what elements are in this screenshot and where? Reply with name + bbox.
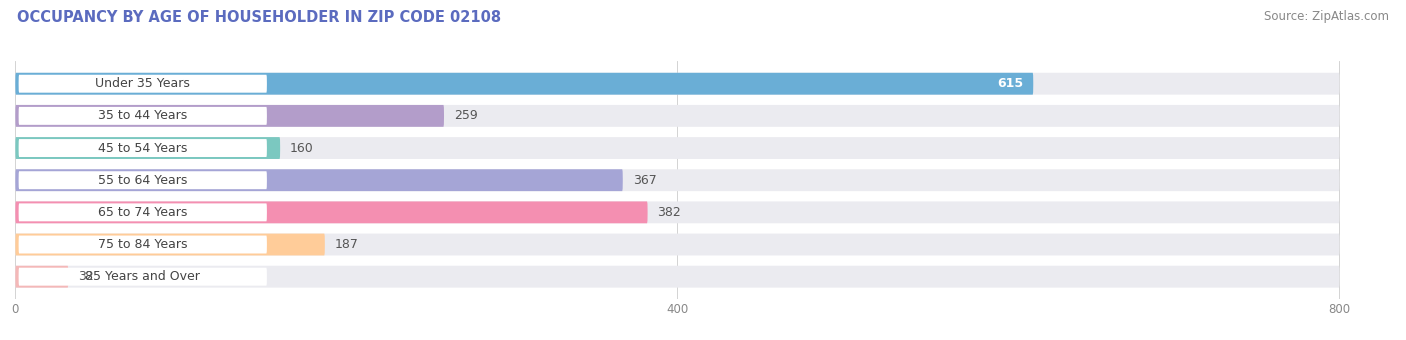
Text: Under 35 Years: Under 35 Years [96,77,190,90]
Text: 187: 187 [335,238,359,251]
FancyBboxPatch shape [18,75,267,93]
FancyBboxPatch shape [15,73,1033,95]
FancyBboxPatch shape [18,139,267,157]
FancyBboxPatch shape [15,137,1340,159]
FancyBboxPatch shape [15,105,444,127]
Text: 382: 382 [658,206,682,219]
Text: 65 to 74 Years: 65 to 74 Years [98,206,187,219]
FancyBboxPatch shape [15,266,69,288]
FancyBboxPatch shape [18,203,267,221]
FancyBboxPatch shape [15,137,280,159]
FancyBboxPatch shape [15,201,648,223]
FancyBboxPatch shape [15,234,1340,255]
FancyBboxPatch shape [18,107,267,125]
FancyBboxPatch shape [15,169,1340,191]
Text: 160: 160 [290,141,314,155]
FancyBboxPatch shape [15,105,1340,127]
Text: 55 to 64 Years: 55 to 64 Years [98,174,187,187]
Text: Source: ZipAtlas.com: Source: ZipAtlas.com [1264,10,1389,23]
FancyBboxPatch shape [15,201,1340,223]
Text: OCCUPANCY BY AGE OF HOUSEHOLDER IN ZIP CODE 02108: OCCUPANCY BY AGE OF HOUSEHOLDER IN ZIP C… [17,10,501,25]
FancyBboxPatch shape [15,73,1340,95]
Text: 367: 367 [633,174,657,187]
Text: 85 Years and Over: 85 Years and Over [86,270,200,283]
Text: 75 to 84 Years: 75 to 84 Years [98,238,187,251]
Text: 32: 32 [79,270,94,283]
FancyBboxPatch shape [15,169,623,191]
Text: 259: 259 [454,109,478,122]
FancyBboxPatch shape [18,171,267,189]
Text: 45 to 54 Years: 45 to 54 Years [98,141,187,155]
FancyBboxPatch shape [18,268,267,286]
FancyBboxPatch shape [18,236,267,254]
Text: 615: 615 [997,77,1024,90]
Text: 35 to 44 Years: 35 to 44 Years [98,109,187,122]
FancyBboxPatch shape [15,266,1340,288]
FancyBboxPatch shape [15,234,325,255]
